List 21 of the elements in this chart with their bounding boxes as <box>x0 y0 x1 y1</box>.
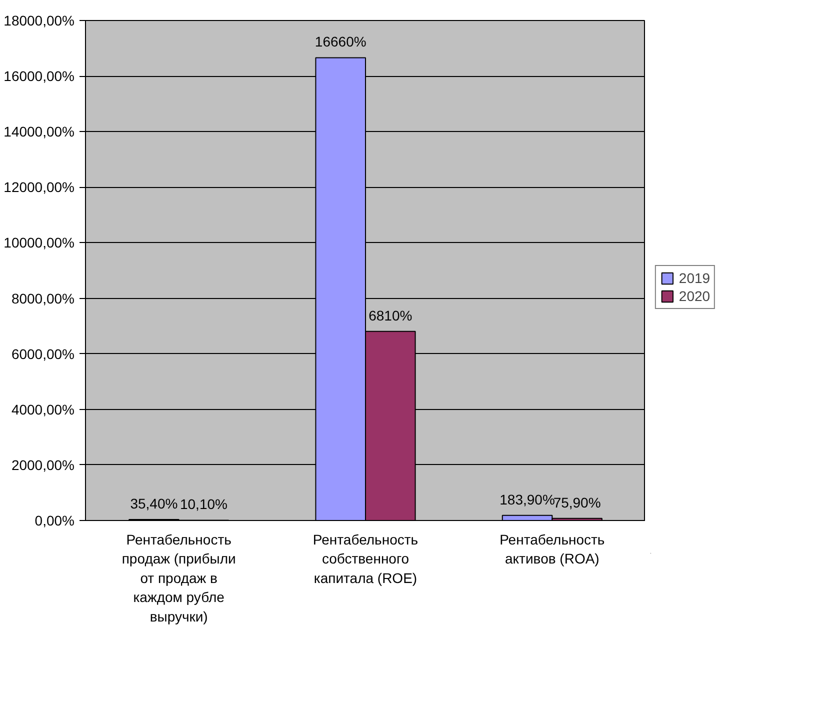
y-tick-label: 0,00% <box>34 512 75 528</box>
y-tick-label: 10000,00% <box>4 234 75 251</box>
y-tick-label: 2000,00% <box>11 456 75 473</box>
x-tick-label: Рентабельность собственного капитала (ROE) <box>312 532 418 586</box>
x-tick-label: Рентабельность активов (ROA) <box>500 532 605 567</box>
data-label: 16660% <box>314 34 366 50</box>
y-tick-label: 8000,00% <box>11 290 75 306</box>
y-tick-label: 16000,00% <box>4 68 75 84</box>
y-tick-label: 18000,00% <box>4 12 75 28</box>
data-label: 6810% <box>368 307 412 324</box>
y-tick-label: 12000,00% <box>4 179 75 196</box>
y-tick-label: 4000,00% <box>11 401 75 418</box>
data-label: 75,90% <box>553 494 601 510</box>
data-label: 35,40% <box>130 496 178 512</box>
y-tick-label: 14000,00% <box>4 124 75 140</box>
data-label: 183,90% <box>500 491 555 508</box>
x-tick-label: Рентабельность продаж (прибыли от продаж в каждом рубле выручки) <box>122 532 236 624</box>
y-tick-label: 6000,00% <box>11 346 75 362</box>
legend-label: 2019 <box>678 270 710 286</box>
legend-label: 2020 <box>678 288 710 304</box>
data-label: 10,10% <box>180 496 228 512</box>
